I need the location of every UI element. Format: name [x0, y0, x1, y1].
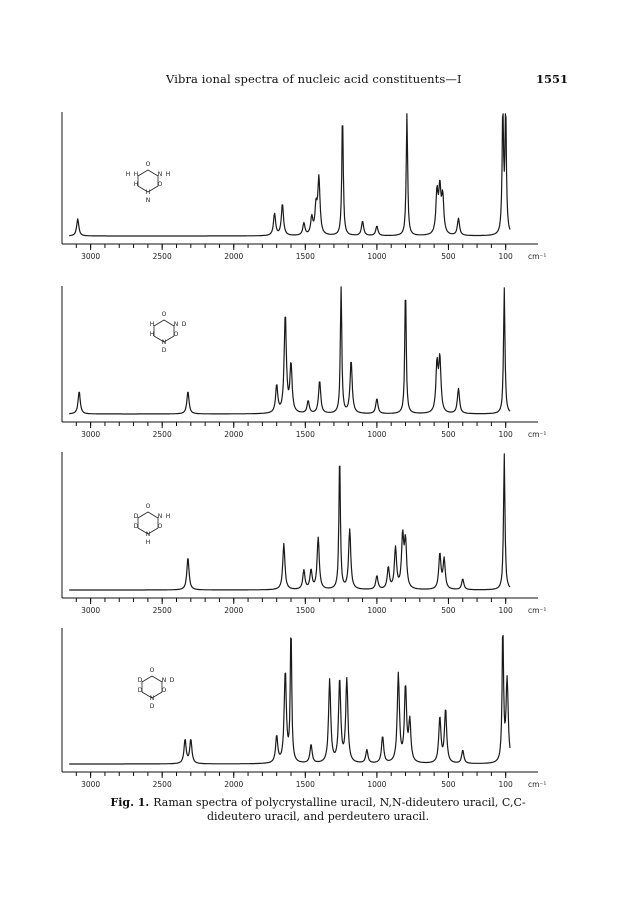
x-tick-label: 2500 — [153, 430, 172, 439]
atom-label: O — [158, 523, 163, 530]
molecule-structure: OD N HD ONH — [134, 503, 171, 546]
atom-label: H — [134, 181, 139, 188]
atom-label: D — [150, 703, 155, 710]
spectrum-panel-2: 3000 2500 2000 1500 1000 500 100 cm⁻¹OH N DH OND — [61, 286, 546, 439]
atom-label: N — [162, 339, 167, 346]
atom-label: O — [158, 181, 163, 188]
x-tick-label: 2500 — [153, 780, 172, 789]
atom-label: D — [134, 523, 139, 530]
x-tick-label: 3000 — [81, 430, 100, 439]
x-tick-label: 3000 — [81, 252, 100, 261]
x-tick-label: 2000 — [224, 430, 243, 439]
peak-point — [502, 629, 503, 630]
atom-label: N — [146, 197, 151, 204]
peak-point — [351, 360, 352, 361]
x-tick-label: 1500 — [296, 430, 315, 439]
peak-point — [285, 315, 286, 316]
molecule-structure: OD N DD OND — [138, 667, 175, 710]
running-title: Vibra ional spectra of nucleic acid cons… — [166, 72, 462, 86]
atom-label: O — [150, 667, 155, 674]
spectrum-trace — [69, 286, 511, 415]
peak-point — [290, 629, 291, 630]
x-tick-label: 1000 — [367, 606, 386, 615]
atom-label: N — [174, 321, 179, 328]
x-tick-label: 100 — [499, 430, 514, 439]
x-tick-label: 100 — [499, 780, 514, 789]
peak-point — [405, 287, 406, 288]
pyrimidine-ring — [141, 675, 163, 699]
pyrimidine-ring — [153, 319, 175, 343]
x-tick-label: 1000 — [367, 430, 386, 439]
page-number: 1551 — [536, 72, 569, 86]
atom-label: O — [162, 687, 167, 694]
peak-point — [187, 557, 188, 558]
x-tick-label: 3000 — [81, 780, 100, 789]
x-tick-label: 1000 — [367, 780, 386, 789]
x-tick-label: 500 — [441, 252, 456, 261]
caption-label: Fig. 1. — [110, 796, 150, 809]
atom-label: D — [182, 321, 187, 328]
atom-label: O — [162, 311, 167, 318]
spectrum-trace — [69, 113, 511, 237]
atom-label: N — [150, 695, 155, 702]
running-head: Vibra ional spectra of nucleic acid cons… — [0, 72, 624, 92]
x-tick-label: 3000 — [81, 606, 100, 615]
atom-label: H — [134, 171, 139, 178]
x-tick-label: 2000 — [224, 780, 243, 789]
pyrimidine-ring — [137, 511, 159, 535]
x-tick-label: 100 — [499, 606, 514, 615]
atom-label: H — [146, 539, 151, 546]
molecule-structure: OH N DH OND — [150, 311, 187, 354]
x-tick-label: 2000 — [224, 606, 243, 615]
atom-label: N — [146, 531, 151, 538]
atom-label: D — [162, 347, 167, 354]
caption-text: Raman spectra of polycrystalline uracil,… — [153, 796, 526, 823]
x-axis-unit: cm⁻¹ — [528, 252, 546, 261]
x-tick-label: 500 — [441, 780, 456, 789]
atom-label: N — [162, 677, 167, 684]
figure-caption: Fig. 1. Raman spectra of polycrystalline … — [100, 796, 536, 824]
x-tick-label: 1000 — [367, 252, 386, 261]
atom-label: H — [150, 321, 155, 328]
x-tick-label: 2500 — [153, 606, 172, 615]
atom-label: H — [126, 171, 131, 178]
atom-label: H — [150, 331, 155, 338]
atom-label: D — [170, 677, 175, 684]
x-axis-unit: cm⁻¹ — [528, 606, 546, 615]
peak-point — [342, 113, 343, 114]
spectrum-trace — [69, 634, 511, 765]
spectrum-panel-3: 3000 2500 2000 1500 1000 500 100 cm⁻¹OD N HD ONH — [61, 452, 546, 615]
x-tick-label: 1500 — [296, 606, 315, 615]
spectrum-trace — [69, 453, 511, 591]
x-tick-label: 2000 — [224, 252, 243, 261]
spectrum-panel-4: 3000 2500 2000 1500 1000 500 100 cm⁻¹OD N DD OND — [61, 628, 546, 789]
x-tick-label: 1500 — [296, 780, 315, 789]
atom-label: O — [174, 331, 179, 338]
peak-point — [339, 453, 340, 454]
atom-label: H — [166, 513, 171, 520]
atom-label: H — [146, 189, 151, 196]
atom-label: D — [134, 513, 139, 520]
x-tick-label: 100 — [499, 252, 514, 261]
x-tick-label: 2500 — [153, 252, 172, 261]
x-tick-label: 500 — [441, 430, 456, 439]
atom-label: D — [138, 687, 143, 694]
x-tick-label: 1500 — [296, 252, 315, 261]
x-axis-unit: cm⁻¹ — [528, 430, 546, 439]
atom-label: N — [158, 171, 163, 178]
atom-label: H — [166, 171, 171, 178]
atom-label: O — [146, 161, 151, 168]
x-axis-unit: cm⁻¹ — [528, 780, 546, 789]
pyrimidine-ring — [137, 169, 159, 193]
x-tick-label: 500 — [441, 606, 456, 615]
peak-point — [79, 391, 80, 392]
atom-label: O — [146, 503, 151, 510]
atom-label: N — [158, 513, 163, 520]
atom-label: D — [138, 677, 143, 684]
